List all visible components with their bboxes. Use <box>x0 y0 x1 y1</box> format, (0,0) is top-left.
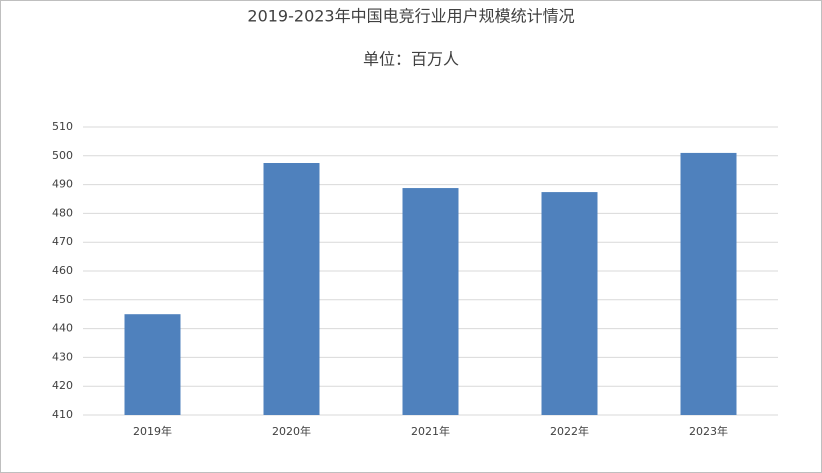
y-tick-label: 490 <box>52 178 73 191</box>
y-tick-label: 470 <box>52 235 73 248</box>
y-tick-label: 500 <box>52 149 73 162</box>
chart-subtitle: 单位：百万人 <box>363 50 459 69</box>
x-tick-label: 2022年 <box>550 424 589 438</box>
y-tick-label: 460 <box>52 264 73 277</box>
x-tick-label: 2019年 <box>133 424 172 438</box>
y-tick-label: 410 <box>52 408 73 421</box>
bar <box>263 163 320 415</box>
bar <box>680 152 737 416</box>
x-tick-label: 2023年 <box>689 424 728 438</box>
x-tick-label: 2020年 <box>272 424 311 438</box>
bar <box>541 192 598 415</box>
bar <box>402 188 459 415</box>
chart-title: 2019-2023年中国电竞行业用户规模统计情况 <box>247 7 574 26</box>
y-tick-label: 450 <box>52 293 73 306</box>
bar <box>124 314 181 415</box>
y-tick-label: 510 <box>52 120 73 133</box>
y-tick-label: 480 <box>52 206 73 219</box>
y-tick-label: 420 <box>52 379 73 392</box>
y-tick-label: 430 <box>52 350 73 363</box>
y-tick-label: 440 <box>52 322 73 335</box>
x-tick-label: 2021年 <box>411 424 450 438</box>
